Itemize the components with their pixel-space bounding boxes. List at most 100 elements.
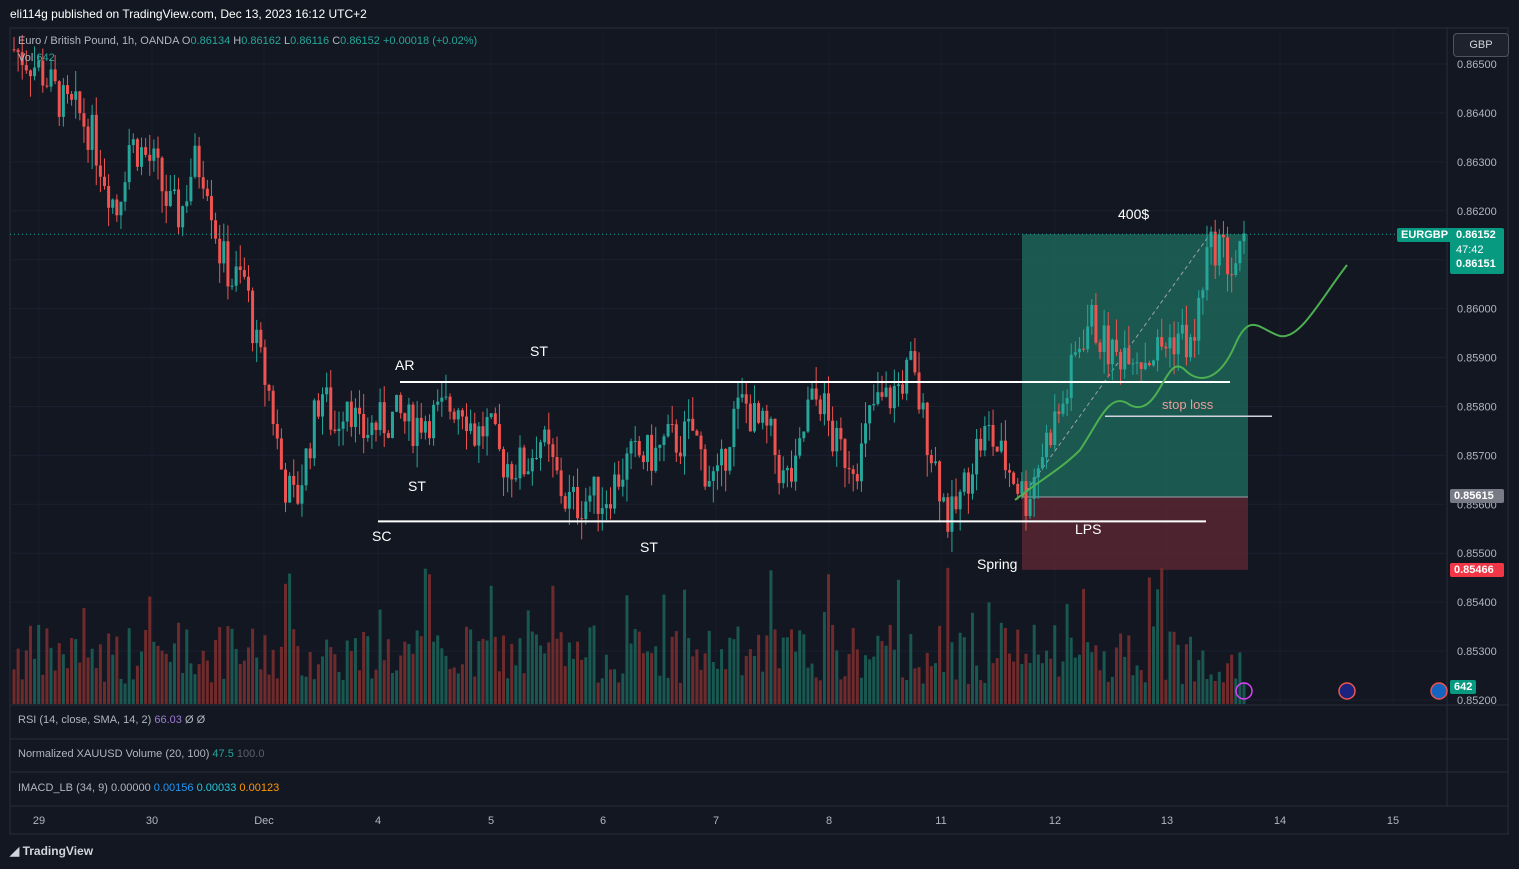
candle-body	[1201, 290, 1205, 298]
candle-body	[234, 266, 238, 286]
candle-body	[292, 475, 296, 485]
candle-body	[547, 429, 551, 445]
volume-bar	[427, 574, 431, 704]
volume-bar	[518, 638, 522, 704]
candle-body	[473, 423, 477, 446]
volume-bar	[148, 596, 152, 704]
candle-body	[20, 52, 24, 66]
candle-body	[419, 417, 423, 433]
y-tick-label: 0.86400	[1457, 108, 1497, 120]
candle-body	[831, 420, 835, 452]
volume-bar	[608, 669, 612, 704]
candle-body	[876, 392, 880, 404]
candle-body	[28, 70, 32, 77]
candle-body	[942, 497, 946, 502]
candle-body	[1086, 326, 1090, 350]
volume-bar	[732, 639, 736, 704]
candle-body	[1189, 337, 1193, 358]
volume-bar	[111, 654, 115, 704]
candle-body	[892, 386, 896, 409]
volume-bar	[822, 611, 826, 704]
volume-bar	[489, 585, 493, 704]
volume-bar	[987, 602, 991, 704]
volume-bar	[946, 567, 950, 704]
eu-flag-icon[interactable]	[1430, 682, 1448, 700]
candle-body	[1193, 337, 1197, 341]
volume-bar	[905, 680, 909, 704]
candle-body	[555, 457, 559, 471]
volume-bar	[33, 658, 37, 704]
volume-bar	[502, 635, 506, 704]
candle-body	[90, 114, 94, 150]
volume-bar	[1160, 567, 1164, 704]
volume-bar	[847, 654, 851, 704]
candle-body	[497, 424, 501, 450]
volume-bar	[962, 637, 966, 704]
candle-body	[744, 394, 748, 404]
tradingview-logo[interactable]: ◢ TradingView	[10, 844, 93, 858]
volume-bar	[637, 631, 641, 704]
candle-body	[1106, 325, 1110, 365]
lightning-icon[interactable]	[1235, 682, 1253, 700]
candle-body	[1238, 241, 1242, 264]
profit-zone	[1022, 234, 1248, 497]
volume-bar	[876, 635, 880, 704]
tradingview-brand-text: TradingView	[22, 844, 94, 858]
volume-bar	[864, 655, 868, 704]
candle-body	[1230, 274, 1234, 276]
last-price-tag: 0.86152	[1456, 229, 1496, 241]
candle-body	[868, 405, 872, 424]
volume-bar	[448, 668, 452, 704]
candle-body	[534, 457, 538, 459]
volume-bar	[798, 630, 802, 704]
candle-body	[711, 471, 715, 481]
volume-bar	[259, 669, 263, 704]
candle-body	[111, 199, 115, 208]
candle-body	[1061, 403, 1065, 414]
volume-bar	[255, 657, 259, 704]
candle-body	[57, 81, 61, 117]
candle-body	[1139, 362, 1143, 370]
x-tick-label: 30	[146, 815, 158, 827]
candle-body	[781, 470, 785, 484]
candle-body	[987, 424, 991, 426]
y-tick-label: 0.85900	[1457, 353, 1497, 365]
volume-bar	[205, 660, 209, 704]
candle-body	[94, 114, 98, 166]
annotation-lps: LPS	[1075, 521, 1101, 537]
currency-button[interactable]: GBP	[1453, 33, 1509, 57]
volume-bar	[748, 649, 752, 704]
candle-body	[975, 438, 979, 475]
volume-bar	[1114, 647, 1118, 704]
y-tick-label: 0.86300	[1457, 157, 1497, 169]
c-value: 0.86152	[340, 35, 380, 47]
volume-bar	[567, 642, 571, 704]
candle-body	[613, 474, 617, 509]
volume-bar	[621, 673, 625, 704]
volume-bar	[1226, 663, 1230, 704]
volume-bar	[90, 648, 94, 704]
candle-body	[238, 266, 242, 271]
volume-bar	[366, 636, 370, 704]
candle-body	[1131, 363, 1135, 365]
volume-bar	[888, 624, 892, 704]
volume-bar	[358, 670, 362, 704]
candle-body	[399, 394, 403, 414]
volume-bar	[913, 668, 917, 704]
uk-flag-icon[interactable]	[1338, 682, 1356, 700]
stop-price-tag: 0.85466	[1450, 563, 1504, 577]
volume-bar	[222, 678, 226, 704]
volume-bar	[522, 673, 526, 704]
volume-bar	[497, 671, 501, 704]
candle-body	[103, 176, 107, 187]
candle-body	[970, 474, 974, 494]
candle-body	[691, 418, 695, 431]
volume-bar	[131, 679, 135, 704]
candle-body	[641, 455, 645, 462]
candle-body	[1057, 411, 1061, 414]
candle-body	[1065, 398, 1069, 404]
candle-body	[366, 434, 370, 438]
candle-body	[506, 464, 510, 478]
volume-bar	[1119, 633, 1123, 704]
